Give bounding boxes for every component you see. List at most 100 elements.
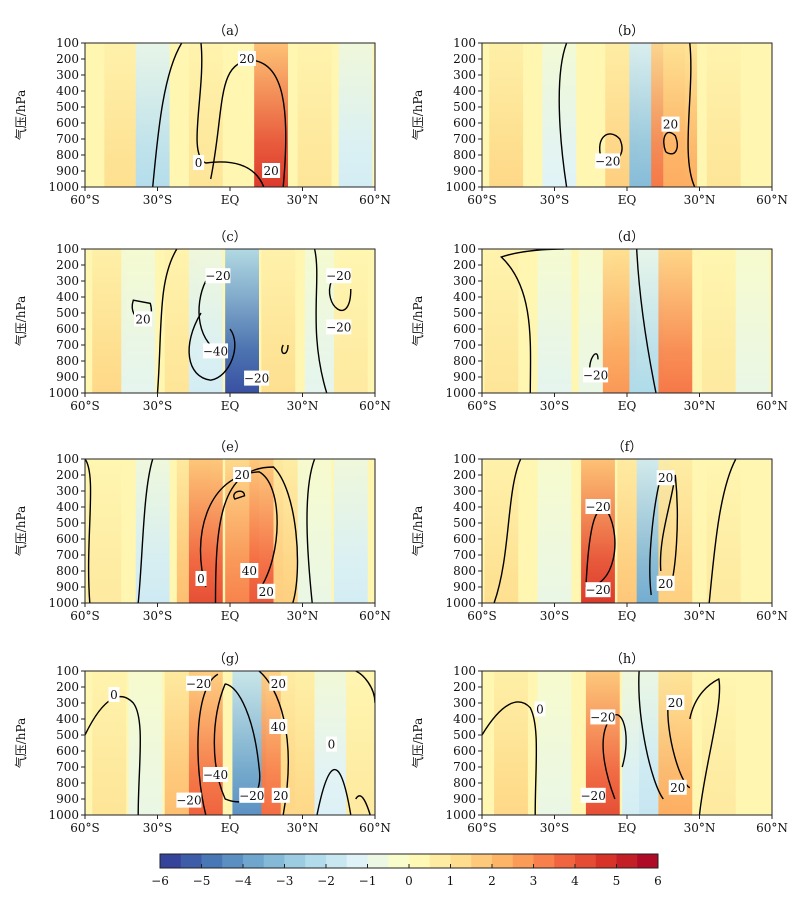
contour-label-bg [661, 116, 680, 132]
y-tick-label: 700 [56, 338, 79, 352]
colorbar-segment [222, 854, 244, 868]
x-tick-label: 30°N [684, 193, 716, 207]
contour-label: −20 [244, 372, 269, 386]
heatmap-column [92, 249, 127, 393]
x-tick-label: 30°N [287, 399, 319, 413]
x-tick-label: 60°S [467, 609, 497, 623]
contour-label: 20 [234, 468, 249, 482]
panel-title: （b） [610, 24, 644, 39]
panel-a: （a）2002010020030040050060070080090010006… [13, 24, 391, 207]
x-tick-label: 60°S [70, 821, 100, 835]
y-tick-label: 600 [453, 116, 476, 130]
y-tick-label: 700 [453, 132, 476, 146]
contour-label-bg [580, 787, 606, 803]
y-tick-label: 300 [56, 696, 79, 710]
y-axis-label: 气压/hPa [410, 506, 425, 556]
x-tick-label: 60°N [359, 821, 391, 835]
heatmap-column [484, 459, 519, 603]
y-tick-label: 300 [56, 274, 79, 288]
x-tick-label: 60°N [359, 193, 391, 207]
colorbar-segment [409, 854, 431, 868]
colorbar-segment [429, 854, 451, 868]
x-tick-label: 30°N [287, 609, 319, 623]
y-tick-label: 100 [56, 664, 79, 678]
y-tick-label: 400 [56, 712, 79, 726]
panel-title: （c） [213, 230, 246, 245]
colorbar-tick-label: −3 [276, 874, 294, 888]
x-tick-label: 30°N [287, 821, 319, 835]
y-tick-label: 800 [56, 564, 79, 578]
x-tick-label: EQ [618, 399, 637, 413]
contour-line [667, 702, 691, 789]
contour-line [659, 474, 679, 588]
x-tick-label: 30°S [540, 399, 570, 413]
contour-label: 0 [110, 688, 118, 702]
panel-d: （d）−20100200300400500600700800900100060°… [410, 230, 788, 413]
x-tick-label: 60°N [756, 193, 788, 207]
x-tick-label: 30°N [684, 609, 716, 623]
heatmap-column [494, 671, 528, 815]
y-tick-label: 900 [56, 792, 79, 806]
contour-label: 40 [271, 720, 286, 734]
y-tick-label: 100 [453, 36, 476, 50]
x-tick-label: 30°N [287, 193, 319, 207]
colorbar-tick-label: 1 [447, 874, 455, 888]
y-tick-label: 1000 [445, 596, 476, 610]
colorbar-tick-label: 4 [571, 874, 579, 888]
heatmap-column [484, 249, 519, 393]
x-tick-label: 30°S [143, 399, 173, 413]
contour-label-bg [205, 268, 231, 284]
contour-line [689, 677, 721, 815]
panel-f: （f） 20 −20 20 −20 100 200 300 400 500 600 700 800 900… [410, 440, 788, 623]
heatmap-column [338, 43, 373, 187]
y-tick-label: 900 [453, 580, 476, 594]
heatmap-column [346, 671, 375, 815]
heatmap-column [489, 43, 524, 187]
heatmap-column [658, 249, 693, 393]
contour-label: −20 [186, 677, 211, 691]
heatmap-column [135, 43, 170, 187]
contour-label: 0 [536, 702, 544, 716]
heatmap-column [128, 671, 163, 815]
colorbar-segment [575, 854, 597, 868]
y-tick-label: 200 [56, 680, 79, 694]
heatmap-column [188, 671, 223, 815]
colorbar-tick-label: −2 [317, 874, 335, 888]
y-tick-label: 300 [56, 484, 79, 498]
y-tick-label: 600 [56, 322, 79, 336]
panel-title: （h） [610, 652, 644, 667]
colorbar-tick-label: −1 [359, 874, 377, 888]
y-tick-label: 700 [453, 338, 476, 352]
contour-line [137, 459, 154, 603]
y-tick-label: 200 [453, 52, 476, 66]
contour-label-bg [656, 470, 675, 486]
contour-label: −20 [581, 789, 606, 803]
heatmap-column [297, 459, 332, 603]
y-tick-label: 400 [56, 500, 79, 514]
y-tick-label: 400 [56, 84, 79, 98]
contour-label: 0 [328, 738, 336, 752]
y-tick-label: 100 [453, 664, 476, 678]
contour-label: −20 [176, 794, 201, 808]
y-tick-label: 500 [56, 306, 79, 320]
y-tick-label: 1000 [48, 180, 79, 194]
y-tick-label: 900 [453, 370, 476, 384]
y-tick-label: 600 [453, 532, 476, 546]
colorbar-segment [367, 854, 389, 868]
heatmap-column [225, 249, 259, 393]
y-tick-label: 200 [56, 258, 79, 272]
y-tick-label: 500 [56, 728, 79, 742]
contour-label: 40 [242, 564, 257, 578]
contour-line [636, 249, 657, 393]
colorbar-tick-label: −5 [193, 874, 211, 888]
x-tick-label: EQ [618, 609, 637, 623]
y-tick-label: 900 [56, 370, 79, 384]
y-axis-label: 气压/hPa [13, 506, 28, 556]
x-tick-label: 60°N [359, 609, 391, 623]
x-tick-label: EQ [221, 821, 240, 835]
x-tick-label: 30°S [143, 821, 173, 835]
y-axis-label: 气压/hPa [410, 296, 425, 346]
colorbar-tick-label: 0 [405, 874, 413, 888]
panel-title: （f） [612, 440, 643, 455]
